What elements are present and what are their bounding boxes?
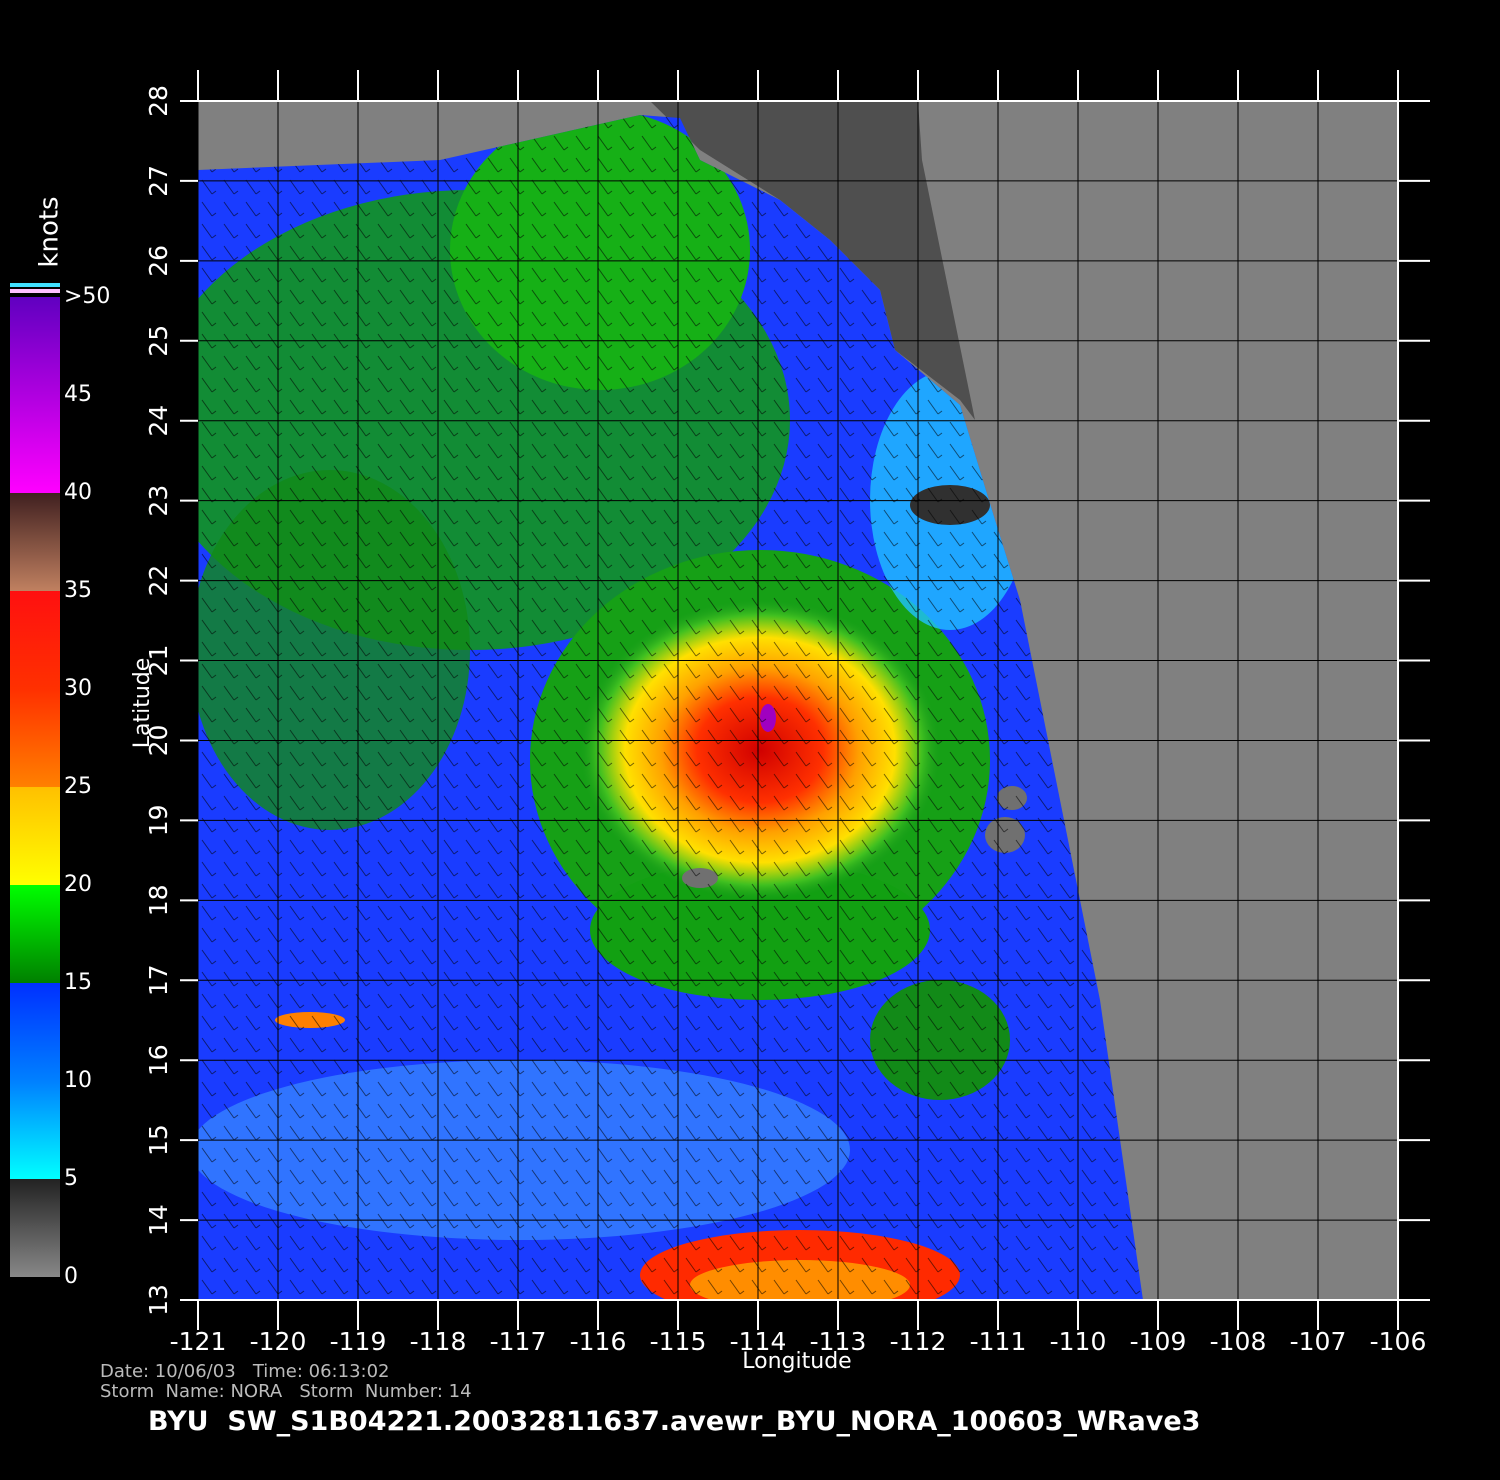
x-tick-label: -113 bbox=[810, 1327, 867, 1356]
colorbar-label: 25 bbox=[64, 774, 92, 799]
colorbar bbox=[10, 297, 60, 1277]
map-image bbox=[198, 101, 1398, 1300]
y-tick-label: 17 bbox=[144, 964, 173, 996]
colorbar-label: 35 bbox=[64, 578, 92, 603]
grid bbox=[197, 100, 1399, 1301]
x-tick-label: -111 bbox=[970, 1327, 1027, 1356]
y-tick-label: 25 bbox=[144, 325, 173, 357]
colorbar-cap bbox=[10, 283, 60, 287]
x-tick-label: -110 bbox=[1050, 1327, 1107, 1356]
colorbar-label: 30 bbox=[64, 676, 92, 701]
y-tick-label: 15 bbox=[144, 1124, 173, 1156]
y-tick-label: 13 bbox=[144, 1284, 173, 1316]
y-tick-label: 24 bbox=[144, 405, 173, 437]
x-tick-label: -117 bbox=[490, 1327, 547, 1356]
x-tick-label: -115 bbox=[650, 1327, 707, 1356]
colorbar-label: 10 bbox=[64, 1068, 92, 1093]
colorbar-label: 0 bbox=[64, 1264, 78, 1289]
y-tick-label: 19 bbox=[144, 804, 173, 836]
y-tick-label: 27 bbox=[144, 165, 173, 197]
x-tick-label: -114 bbox=[730, 1327, 787, 1356]
colorbar-label: 5 bbox=[64, 1166, 78, 1191]
x-tick-label: -118 bbox=[410, 1327, 467, 1356]
y-tick-label: 21 bbox=[144, 645, 173, 677]
x-tick-label: -121 bbox=[170, 1327, 227, 1356]
x-tick-label: -109 bbox=[1130, 1327, 1187, 1356]
colorbar-cap bbox=[10, 289, 60, 293]
y-tick-label: 28 bbox=[144, 85, 173, 117]
y-tick-label: 22 bbox=[144, 565, 173, 597]
y-tick-label: 23 bbox=[144, 485, 173, 517]
colorbar-label: 40 bbox=[64, 480, 92, 505]
colorbar-title: knots bbox=[35, 196, 65, 267]
x-tick-label: -107 bbox=[1290, 1327, 1347, 1356]
colorbar-label: 45 bbox=[64, 382, 92, 407]
x-tick-label: -120 bbox=[250, 1327, 307, 1356]
footer-product: BYU SW_S1B04221.20032811637.avewr_BYU_NO… bbox=[148, 1406, 1200, 1437]
y-axis-label: Latitude bbox=[130, 658, 155, 749]
y-tick-label: 20 bbox=[144, 725, 173, 757]
y-tick-label: 16 bbox=[144, 1044, 173, 1076]
colorbar-label: >50 bbox=[64, 284, 110, 309]
y-tick-label: 26 bbox=[144, 245, 173, 277]
x-tick-label: -119 bbox=[330, 1327, 387, 1356]
colorbar-label: 20 bbox=[64, 872, 92, 897]
y-tick-label: 18 bbox=[144, 884, 173, 916]
axes: -121 -120 -119 -118 -117 -116 -115 -114 -113 -112… bbox=[144, 70, 1430, 1356]
y-tick-label: 14 bbox=[144, 1204, 173, 1236]
x-tick-label: -106 bbox=[1370, 1327, 1427, 1356]
x-axis-label: Longitude bbox=[742, 1349, 851, 1374]
footer-storm: Storm Name: NORA Storm Number: 14 bbox=[100, 1381, 472, 1402]
footer-date: Date: 10/06/03 Time: 06:13:02 bbox=[100, 1361, 390, 1382]
x-tick-label: -116 bbox=[570, 1327, 627, 1356]
x-tick-label: -108 bbox=[1210, 1327, 1267, 1356]
colorbar-label: 15 bbox=[64, 970, 92, 995]
x-tick-label: -112 bbox=[890, 1327, 947, 1356]
